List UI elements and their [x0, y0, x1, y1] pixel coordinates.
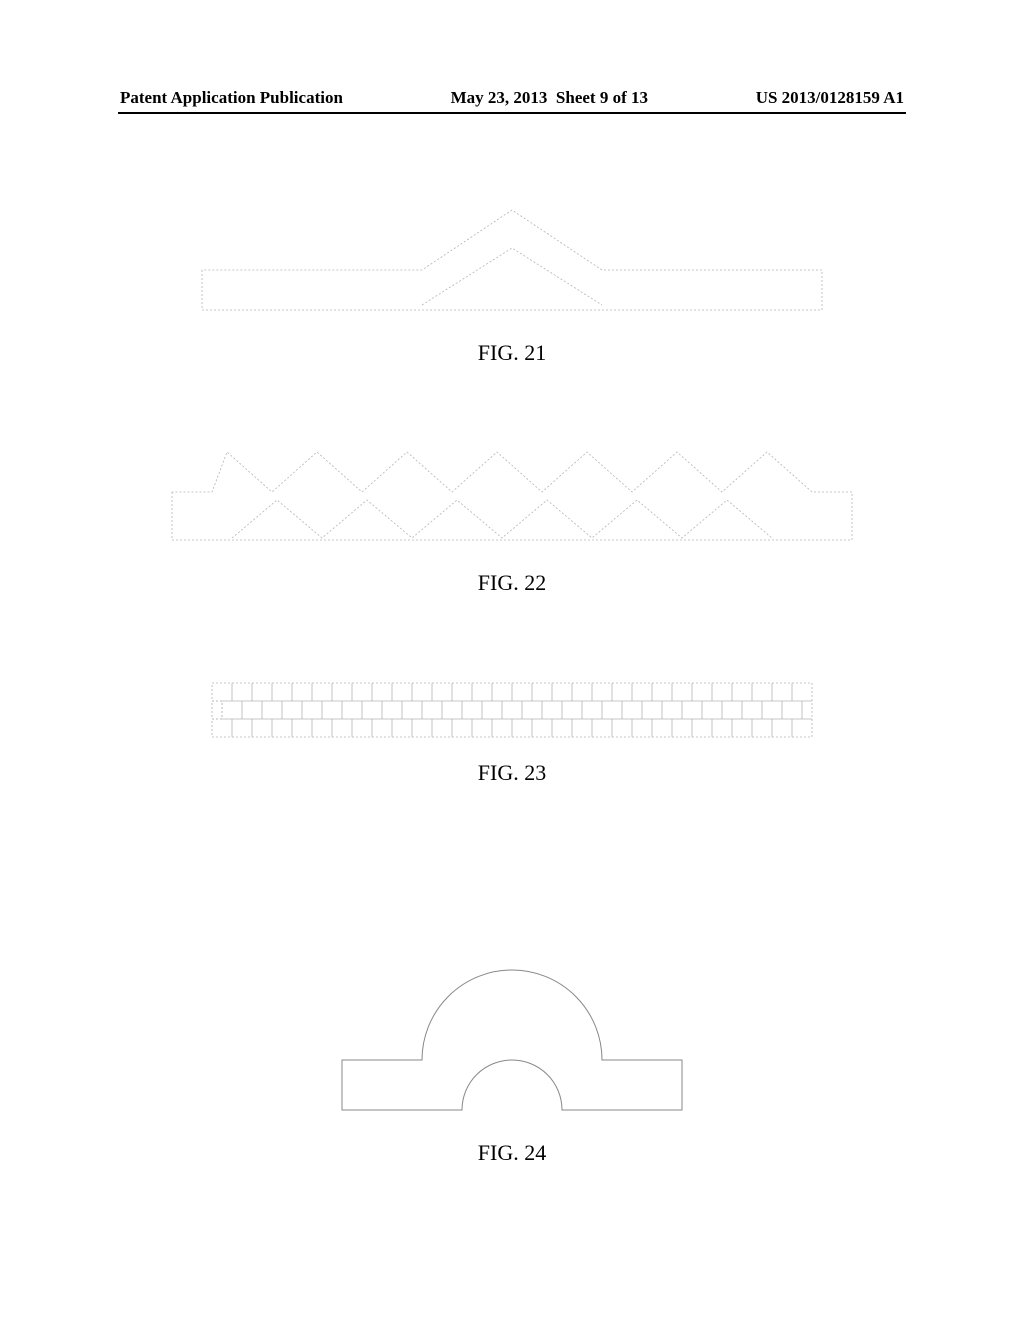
figure-24-drawing	[312, 920, 712, 1120]
figure-22-container: FIG. 22	[0, 440, 1024, 596]
header-divider	[118, 112, 906, 114]
page-header: Patent Application Publication May 23, 2…	[0, 88, 1024, 108]
figure-24-container: FIG. 24	[0, 920, 1024, 1166]
header-patent-number: US 2013/0128159 A1	[756, 88, 904, 108]
header-date-sheet: May 23, 2013 Sheet 9 of 13	[451, 88, 648, 108]
figure-22-label: FIG. 22	[478, 570, 546, 596]
figure-21-drawing	[192, 200, 832, 320]
figure-23-drawing	[207, 680, 817, 740]
figure-21-container: FIG. 21	[0, 200, 1024, 366]
figure-22-drawing	[162, 440, 862, 550]
header-publication: Patent Application Publication	[120, 88, 343, 108]
figure-21-label: FIG. 21	[478, 340, 546, 366]
figure-24-label: FIG. 24	[478, 1140, 546, 1166]
figure-23-label: FIG. 23	[478, 760, 546, 786]
figure-23-container: FIG. 23	[0, 680, 1024, 786]
